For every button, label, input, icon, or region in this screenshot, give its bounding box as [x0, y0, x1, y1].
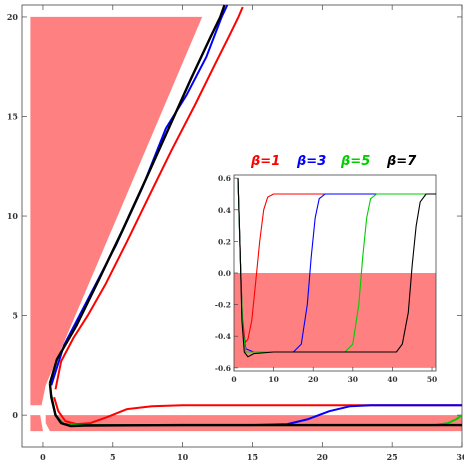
main-x-tick-label: 0	[40, 452, 46, 462]
inset-x-tick-label: 30	[348, 375, 358, 384]
main-y-tick-label: 10	[7, 211, 19, 221]
main-shade-lower	[30, 415, 43, 432]
inset-series-line	[237, 178, 436, 358]
main-axes: 0 5 10 15 20 25 30 0 5 10 15 20	[7, 4, 464, 462]
main-y-tick-label: 5	[12, 311, 18, 321]
inset-x-tick-label: 50	[427, 375, 437, 384]
legend-entry: β=5	[340, 154, 370, 169]
inset-y-tick-label: -0.6	[215, 364, 231, 373]
main-x-tick-label: 10	[177, 452, 189, 462]
main-shaded-region	[30, 16, 462, 432]
inset-x-tick-label: 0	[231, 375, 236, 384]
legend-entry: β=3	[296, 154, 326, 169]
main-shade-upper	[30, 16, 203, 406]
main-x-tick-label: 15	[247, 452, 258, 462]
main-x-tick-label: 25	[387, 452, 398, 462]
inset-y-tick-label: -0.2	[215, 301, 231, 310]
inset-y-tick-label: 0.6	[218, 174, 231, 183]
inset-x-tick-label: 10	[268, 375, 278, 384]
main-x-tick-label: 30	[456, 452, 464, 462]
main-series-line-lower	[53, 396, 462, 426]
main-plot-frame	[21, 4, 463, 448]
main-series-line-upper	[54, 6, 244, 390]
legend-entry: β=7	[386, 154, 417, 169]
inset-legend: β=1 β=3 β=5 β=7	[250, 154, 417, 169]
inset-series-lines	[237, 178, 436, 358]
inset-x-tick-label: 20	[308, 375, 318, 384]
inset-shaded-region	[234, 273, 436, 368]
inset-shade	[234, 273, 436, 368]
main-series-line-upper	[48, 4, 226, 384]
main-x-tick-label: 20	[317, 452, 329, 462]
inset-y-tick-label: 0.0	[218, 269, 231, 278]
inset-x-tick-label: 40	[387, 375, 397, 384]
inset-axes: 0 10 20 30 40 50 -0.6 -0.4 -0.2 0.0 0.2 0.4 0.6	[215, 174, 437, 384]
inset-y-tick-label: -0.4	[215, 332, 231, 341]
main-x-tick-label: 5	[110, 452, 116, 462]
main-shade-strip	[45, 415, 462, 432]
legend-entry: β=1	[250, 154, 280, 169]
main-y-tick-label: 0	[12, 410, 18, 420]
main-y-tick-label: 15	[7, 111, 18, 121]
main-series-lines	[48, 4, 463, 428]
inset-y-tick-label: 0.2	[218, 237, 231, 246]
main-y-tick-label: 20	[7, 12, 19, 22]
inset-y-tick-label: 0.4	[218, 206, 231, 215]
inset-chart: 0 10 20 30 40 50-0.6-0.4-0.20.00.20.40.6 β=1 β…	[204, 143, 442, 387]
main-series-line-lower	[48, 383, 462, 428]
